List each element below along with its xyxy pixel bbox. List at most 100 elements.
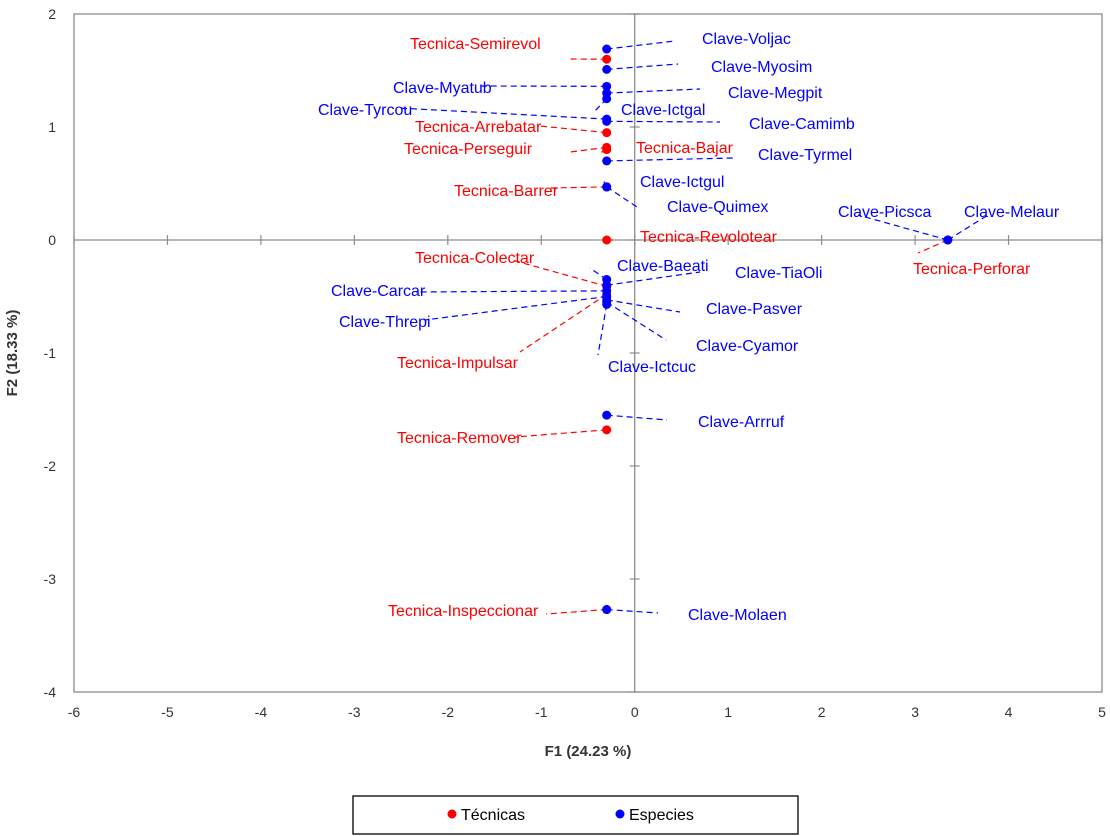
- leader-line-clave-threpi: [424, 295, 607, 321]
- x-tick-label: -6: [68, 704, 81, 720]
- point-label-tecnica-revolotear: Tecnica-Revolotear: [640, 229, 778, 246]
- leader-line-tecnica-barrer: [549, 186, 607, 189]
- y-axis-title: F2 (18.33 %): [4, 310, 21, 397]
- point-label-tecnica-barrer: Tecnica-Barrer: [454, 183, 559, 200]
- point-label-clave-tyrmel: Clave-Tyrmel: [758, 147, 852, 164]
- data-points: [602, 44, 953, 615]
- point-label-clave-myatub: Clave-Myatub: [393, 80, 492, 97]
- point-label-clave-tyrcou: Clave-Tyrcou: [318, 102, 412, 119]
- point-label-clave-tiaoli: Clave-TiaOli: [735, 265, 822, 282]
- point-clave-molaen: [602, 605, 612, 615]
- leader-line-clave-tiaoli: [606, 271, 701, 286]
- point-label-clave-quimex: Clave-Quimex: [667, 199, 768, 216]
- point-clave-ictcuc: [602, 299, 612, 309]
- point-label-tecnica-bajar: Tecnica-Bajar: [636, 140, 734, 157]
- point-label-clave-threpi: Clave-Threpi: [339, 314, 431, 331]
- point-label-tecnica-impulsar: Tecnica-Impulsar: [397, 355, 519, 372]
- leader-line-tecnica-remover: [514, 429, 607, 438]
- point-label-clave-ictgul: Clave-Ictgul: [640, 174, 724, 191]
- point-label-clave-ictcuc: Clave-Ictcuc: [608, 359, 696, 376]
- leader-line-tecnica-arrebatar: [539, 125, 607, 134]
- point-label-clave-myosim: Clave-Myosim: [711, 59, 812, 76]
- point-label-tecnica-colectar: Tecnica-Colectar: [415, 250, 535, 267]
- leader-line-clave-tyrcou: [397, 107, 607, 120]
- x-tick-label: 1: [724, 704, 732, 720]
- leader-line-tecnica-inspeccionar: [545, 608, 607, 615]
- leader-line-clave-myosim: [606, 63, 679, 70]
- leader-line-clave-pasver: [606, 299, 681, 313]
- legend-marker-especies: [615, 809, 625, 819]
- y-tick-label: 2: [48, 6, 56, 22]
- legend-label-especies: Especies: [629, 807, 694, 824]
- point-clave-melaur: [943, 235, 953, 245]
- point-label-clave-carcar: Clave-Carcar: [331, 283, 426, 300]
- leader-line-clave-melaur: [947, 214, 989, 241]
- y-tick-label: 1: [48, 119, 56, 135]
- point-clave-ictgal: [602, 94, 612, 104]
- x-tick-label: -5: [161, 704, 174, 720]
- legend-label-tecnicas: Técnicas: [461, 807, 525, 824]
- leader-line-clave-voljac: [606, 40, 676, 50]
- x-tick-label: 2: [818, 704, 826, 720]
- leader-line-clave-megpit: [606, 88, 701, 94]
- x-tick-label: -2: [442, 704, 455, 720]
- leader-line-clave-arrruf: [606, 414, 668, 421]
- x-tick-label: -1: [535, 704, 548, 720]
- point-label-tecnica-perforar: Tecnica-Perforar: [913, 261, 1031, 278]
- y-tick-label: -4: [44, 684, 57, 700]
- point-label-clave-ictgal: Clave-Ictgal: [621, 102, 705, 119]
- point-tecnica-bajar: [602, 145, 612, 155]
- plot-frame: [73, 13, 1103, 693]
- point-labels: Tecnica-Semirevol Tecnica-Arrebatar Tecnic…: [318, 31, 1060, 624]
- point-clave-arrruf: [602, 410, 612, 420]
- x-tick-label: -3: [348, 704, 361, 720]
- point-label-clave-baeati: Clave-Baeati: [617, 258, 709, 275]
- leader-line-clave-carcar: [415, 290, 607, 293]
- leader-line-tecnica-perforar: [917, 239, 949, 254]
- leader-line-clave-ictcuc: [597, 304, 608, 356]
- point-label-clave-pasver: Clave-Pasver: [706, 301, 803, 318]
- y-tick-label: -3: [44, 571, 57, 587]
- point-clave-myatub: [602, 81, 612, 91]
- point-label-clave-voljac: Clave-Voljac: [702, 31, 791, 48]
- leader-line-clave-picsca: [857, 214, 948, 241]
- leader-line-tecnica-perseguir: [569, 146, 607, 153]
- x-tick-label: 5: [1098, 704, 1106, 720]
- y-tick-label: 0: [48, 232, 56, 248]
- x-tick-label: -4: [255, 704, 268, 720]
- point-label-clave-arrruf: Clave-Arrruf: [698, 414, 785, 431]
- point-label-clave-megpit: Clave-Megpit: [728, 85, 823, 102]
- x-tick-label: 0: [631, 704, 639, 720]
- point-clave-myosim: [602, 64, 612, 74]
- point-clave-camimb: [602, 116, 612, 126]
- x-tick-label: 4: [1005, 704, 1013, 720]
- point-label-clave-molaen: Clave-Molaen: [688, 607, 787, 624]
- x-tick-label: 3: [911, 704, 919, 720]
- y-tick-label: -1: [44, 345, 57, 361]
- point-clave-quimex: [602, 182, 612, 192]
- leader-line-tecnica-impulsar: [519, 293, 608, 353]
- leader-line-clave-tyrmel: [606, 157, 734, 162]
- point-label-tecnica-arrebatar: Tecnica-Arrebatar: [415, 119, 542, 136]
- point-label-clave-camimb: Clave-Camimb: [749, 116, 855, 133]
- point-label-tecnica-inspeccionar: Tecnica-Inspeccionar: [388, 603, 539, 620]
- point-label-tecnica-remover: Tecnica-Remover: [397, 430, 522, 447]
- point-clave-tyrmel: [602, 156, 612, 166]
- point-tecnica-arrebatar: [602, 128, 612, 138]
- leader-line-clave-molaen: [606, 608, 659, 614]
- point-clave-voljac: [602, 44, 612, 54]
- point-label-clave-picsca: Clave-Picsca: [838, 204, 931, 221]
- leader-line-clave-quimex: [606, 186, 638, 208]
- leader-line-clave-camimb: [606, 120, 721, 123]
- point-tecnica-semirevol: [602, 54, 612, 64]
- point-label-clave-cyamor: Clave-Cyamor: [696, 338, 799, 355]
- legend: Técnicas Especies: [352, 795, 799, 835]
- axes: -6 -5 -4 -3 -2 -1 0 1 2 3 4 5 2 1 0 -1 -2 -3 -4: [44, 6, 1107, 720]
- x-axis-title: F1 (24.23 %): [545, 743, 632, 760]
- point-tecnica-remover: [602, 425, 612, 435]
- point-label-tecnica-perseguir: Tecnica-Perseguir: [404, 141, 533, 158]
- point-label-clave-melaur: Clave-Melaur: [964, 204, 1060, 221]
- point-tecnica-revolotear: [602, 235, 612, 245]
- legend-marker-tecnicas: [447, 809, 457, 819]
